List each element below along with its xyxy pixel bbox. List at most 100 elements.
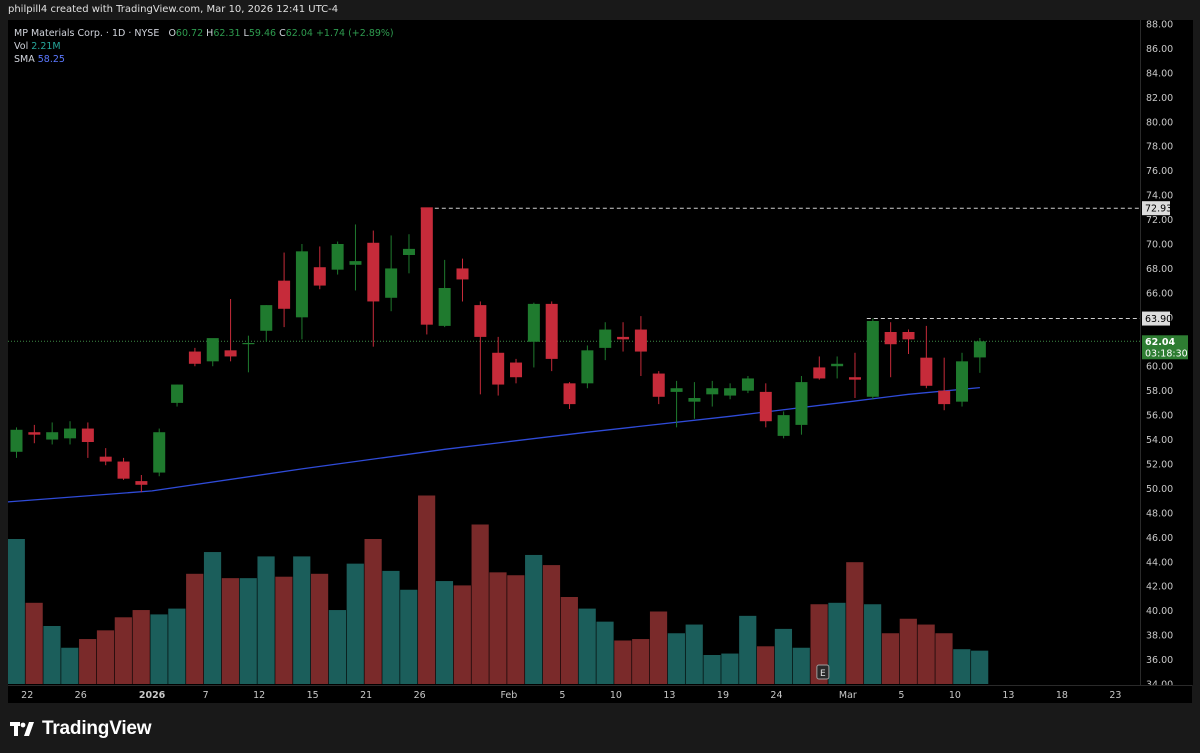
price-tick-label: 58.00 bbox=[1146, 386, 1173, 397]
candle bbox=[242, 335, 255, 373]
volume-bar bbox=[739, 615, 757, 684]
candle-body bbox=[759, 391, 772, 422]
candle-body bbox=[902, 332, 915, 340]
price-volume-chart[interactable]: E bbox=[7, 20, 1140, 685]
volume-bar bbox=[471, 524, 489, 684]
volume-bar bbox=[79, 639, 97, 684]
volume-bar bbox=[560, 597, 578, 684]
volume-bar bbox=[203, 552, 222, 684]
price-tick-label: 38.00 bbox=[1146, 631, 1173, 642]
volume-bar bbox=[168, 608, 186, 684]
price-tick-label: 48.00 bbox=[1146, 508, 1173, 519]
price-tick-label: 84.00 bbox=[1146, 68, 1173, 79]
time-tick-label: 12 bbox=[253, 690, 265, 701]
price-tick-label: 74.00 bbox=[1146, 191, 1173, 202]
candle bbox=[206, 338, 219, 367]
volume-bar bbox=[221, 578, 239, 684]
time-tick-label: 26 bbox=[75, 690, 87, 701]
candle-body bbox=[206, 338, 219, 362]
marker-layer: E bbox=[816, 664, 830, 680]
time-tick-labels: 22 26 2026 7 12 15 21 26 Feb 5 10 13 19 24 Mar 5 10 13 18 2… bbox=[21, 690, 1121, 701]
volume-bar bbox=[864, 604, 882, 684]
time-tick-label: 5 bbox=[898, 690, 904, 701]
last-price-tag-bg bbox=[1142, 335, 1188, 360]
candle bbox=[884, 322, 897, 378]
candle-body bbox=[385, 268, 398, 298]
time-tick-label: 21 bbox=[360, 690, 372, 701]
chart-legend: MP Materials Corp. · 1D · NYSE O60.72 H6… bbox=[14, 27, 394, 66]
chart-pane[interactable]: E bbox=[7, 20, 1140, 685]
candle bbox=[456, 258, 469, 302]
candle-body bbox=[688, 398, 701, 402]
candle-body bbox=[599, 329, 612, 348]
price-tick-label: 60.00 bbox=[1146, 362, 1173, 373]
candle bbox=[938, 357, 951, 411]
candle-body bbox=[706, 388, 719, 395]
time-tick-label: Feb bbox=[500, 690, 517, 701]
candle-body bbox=[188, 351, 201, 364]
candle bbox=[349, 224, 362, 291]
volume-bar bbox=[614, 640, 632, 684]
chart-credit: philpill4 created with TradingView.com, … bbox=[8, 4, 339, 15]
earnings-marker-letter: E bbox=[820, 669, 826, 679]
level-tag-high-bg bbox=[1142, 201, 1170, 216]
candle-body bbox=[920, 357, 933, 386]
price-tick-label: 86.00 bbox=[1146, 44, 1173, 55]
price-axis[interactable]: 88.00 86.00 84.00 82.00 80.00 78.00 76.00 74.00… bbox=[1140, 20, 1193, 691]
candle-body bbox=[260, 305, 273, 331]
level-layer bbox=[8, 207, 1140, 342]
candle bbox=[331, 241, 344, 275]
symbol-title[interactable]: MP Materials Corp. · 1D · NYSE bbox=[14, 28, 160, 39]
candle-body bbox=[117, 461, 130, 479]
volume-bar bbox=[382, 570, 400, 684]
candle bbox=[741, 376, 754, 394]
candle-body bbox=[652, 373, 665, 397]
candle-body bbox=[135, 481, 148, 485]
candle bbox=[510, 358, 523, 384]
volume-bar bbox=[525, 554, 543, 684]
candle-body bbox=[492, 352, 505, 385]
close-label: C bbox=[279, 28, 286, 39]
time-tick-label: 22 bbox=[21, 690, 33, 701]
candle bbox=[688, 382, 701, 419]
price-tick-label: 40.00 bbox=[1146, 606, 1173, 617]
time-tick-label: 5 bbox=[559, 690, 565, 701]
time-tick-label: Mar bbox=[839, 690, 857, 701]
candle-body bbox=[563, 383, 576, 405]
candle-body bbox=[581, 350, 594, 384]
volume-bar bbox=[489, 572, 507, 684]
legend-sma-row[interactable]: SMA 58.25 bbox=[14, 53, 394, 66]
candle-body bbox=[81, 428, 94, 442]
candle-body bbox=[866, 321, 879, 397]
level-tag-mid: 63.90 bbox=[1145, 314, 1172, 325]
close-value: 62.04 bbox=[285, 28, 313, 39]
candle bbox=[831, 356, 844, 379]
candle bbox=[973, 337, 986, 373]
candle-body bbox=[171, 384, 184, 403]
volume-bar bbox=[774, 628, 793, 684]
candle bbox=[278, 252, 291, 328]
candle-body bbox=[278, 280, 291, 309]
earnings-marker-icon bbox=[816, 664, 830, 680]
time-tick-label: 7 bbox=[203, 690, 209, 701]
low-label: L bbox=[243, 28, 249, 39]
volume-bar bbox=[150, 614, 168, 684]
candle-layer bbox=[10, 207, 986, 493]
candle bbox=[724, 383, 737, 400]
candle-body bbox=[848, 377, 861, 380]
tradingview-logo[interactable]: TradingView bbox=[10, 718, 152, 740]
candle-body bbox=[545, 303, 558, 359]
candle-body bbox=[634, 329, 647, 352]
candle bbox=[902, 329, 915, 354]
candle-body bbox=[741, 378, 754, 391]
volume-bar bbox=[310, 573, 329, 684]
candle-body bbox=[313, 267, 326, 286]
candle-body bbox=[295, 251, 308, 318]
time-tick-label: 13 bbox=[1002, 690, 1014, 701]
legend-volume-row[interactable]: Vol 2.21M bbox=[14, 40, 394, 53]
time-axis[interactable]: 22 26 2026 7 12 15 21 26 Feb 5 10 13 19 24 Mar 5 10 13 18 2… bbox=[8, 685, 1192, 703]
candle bbox=[64, 421, 77, 445]
candle bbox=[563, 382, 576, 409]
candle bbox=[545, 301, 558, 372]
volume-bar bbox=[346, 563, 364, 684]
